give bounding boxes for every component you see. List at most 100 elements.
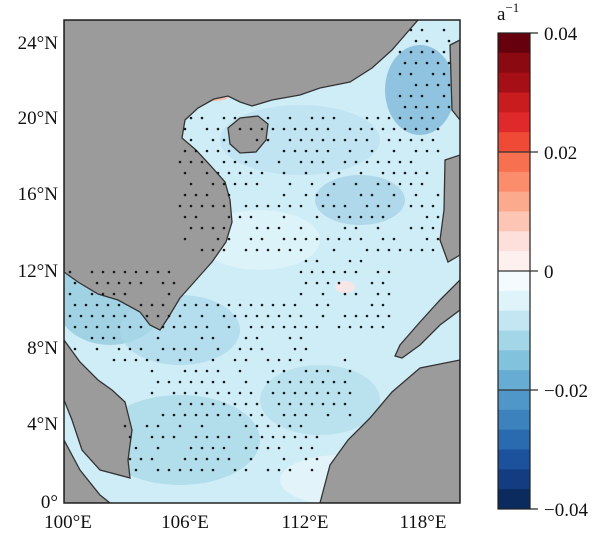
colorbar-segment (498, 211, 530, 232)
stipple-dot (381, 281, 385, 285)
stipple-dot (227, 171, 231, 175)
stipple-dot (244, 248, 248, 252)
stipple-dot (310, 116, 314, 120)
stipple-dot (227, 215, 231, 219)
stipple-dot (431, 72, 435, 76)
stipple-dot (222, 380, 226, 384)
stipple-dot (255, 138, 259, 142)
stipple-dot (315, 369, 319, 373)
stipple-dot (376, 116, 380, 120)
stipple-dot (222, 314, 226, 318)
stipple-dot (425, 83, 429, 87)
stipple-dot (266, 138, 270, 142)
stipple-dot (194, 149, 198, 153)
stipple-dot (354, 314, 358, 318)
stipple-dot (145, 424, 149, 428)
stipple-dot (310, 446, 314, 450)
stipple-dot (216, 457, 220, 461)
stipple-dot (139, 281, 143, 285)
stipple-dot (134, 270, 138, 274)
stipple-dot (365, 160, 369, 164)
lat-tick-label: 24°N (18, 33, 59, 54)
stipple-dot (205, 369, 209, 373)
sumatra-land (64, 439, 112, 503)
stipple-dot (332, 138, 336, 142)
stipple-dot (409, 182, 413, 186)
stipple-dot (420, 50, 424, 54)
stipple-dot (178, 468, 182, 472)
stipple-dot (409, 248, 413, 252)
stipple-dot (321, 292, 325, 296)
stipple-dot (117, 303, 121, 307)
stipple-dot (134, 446, 138, 450)
stipple-dot (447, 83, 451, 87)
stipple-dot (299, 248, 303, 252)
stipple-dot (326, 127, 330, 131)
luzon-island (439, 154, 460, 263)
stipple-dot (288, 138, 292, 142)
malay-peninsula (64, 338, 133, 479)
stipple-dot (150, 303, 154, 307)
stipple-dot (238, 369, 242, 373)
stipple-dot (194, 347, 198, 351)
stipple-dot (183, 127, 187, 131)
stipple-dot (244, 160, 248, 164)
stipple-dot (238, 127, 242, 131)
stipple-dot (227, 457, 231, 461)
stipple-dot (222, 402, 226, 406)
stipple-dot (200, 446, 204, 450)
stipple-dot (222, 116, 226, 120)
stipple-dot (332, 380, 336, 384)
stipple-dot (288, 468, 292, 472)
stipple-dot (288, 248, 292, 252)
lat-tick-label: 4°N (27, 414, 58, 435)
stipple-dot (381, 171, 385, 175)
stipple-dot (403, 127, 407, 131)
stipple-dot (304, 281, 308, 285)
stipple-dot (101, 314, 105, 318)
stipple-dot (293, 435, 297, 439)
stipple-dot (398, 248, 402, 252)
stipple-dot (211, 336, 215, 340)
stipple-dot (337, 281, 341, 285)
stipple-dot (343, 226, 347, 230)
stipple-dot (376, 226, 380, 230)
stipple-dot (282, 391, 286, 395)
stipple-dot (365, 248, 369, 252)
stipple-dot (282, 303, 286, 307)
stipple-dot (90, 270, 94, 274)
stipple-dot (68, 314, 72, 318)
stipple-dot (359, 259, 363, 263)
stipple-dot (282, 149, 286, 153)
stipple-dot (183, 457, 187, 461)
stipple-dot (365, 138, 369, 142)
stipple-dot (354, 226, 358, 230)
stipple-dot (271, 369, 275, 373)
stipple-dot (381, 127, 385, 131)
stipple-dot (315, 325, 319, 329)
stipple-dot (436, 83, 440, 87)
stipple-dot (387, 116, 391, 120)
stipple-dot (381, 215, 385, 219)
stipple-dot (222, 204, 226, 208)
stipple-dot (304, 457, 308, 461)
stipple-dot (425, 127, 429, 131)
stipple-dot (392, 171, 396, 175)
stipple-dot (337, 171, 341, 175)
stipple-dot (354, 270, 358, 274)
stipple-dot (414, 83, 418, 87)
stipple-dot (304, 369, 308, 373)
stipple-dot (200, 380, 204, 384)
stipple-dot (216, 237, 220, 241)
stipple-dot (95, 303, 99, 307)
stipple-dot (387, 292, 391, 296)
stipple-dot (282, 193, 286, 197)
stipple-dot (222, 160, 226, 164)
stipple-dot (200, 336, 204, 340)
colorbar-segment (498, 52, 530, 74)
stipple-dot (266, 358, 270, 362)
stipple-dot (409, 160, 413, 164)
stipple-dot (266, 248, 270, 252)
stipple-dot (299, 336, 303, 340)
stipple-dot (233, 116, 237, 120)
